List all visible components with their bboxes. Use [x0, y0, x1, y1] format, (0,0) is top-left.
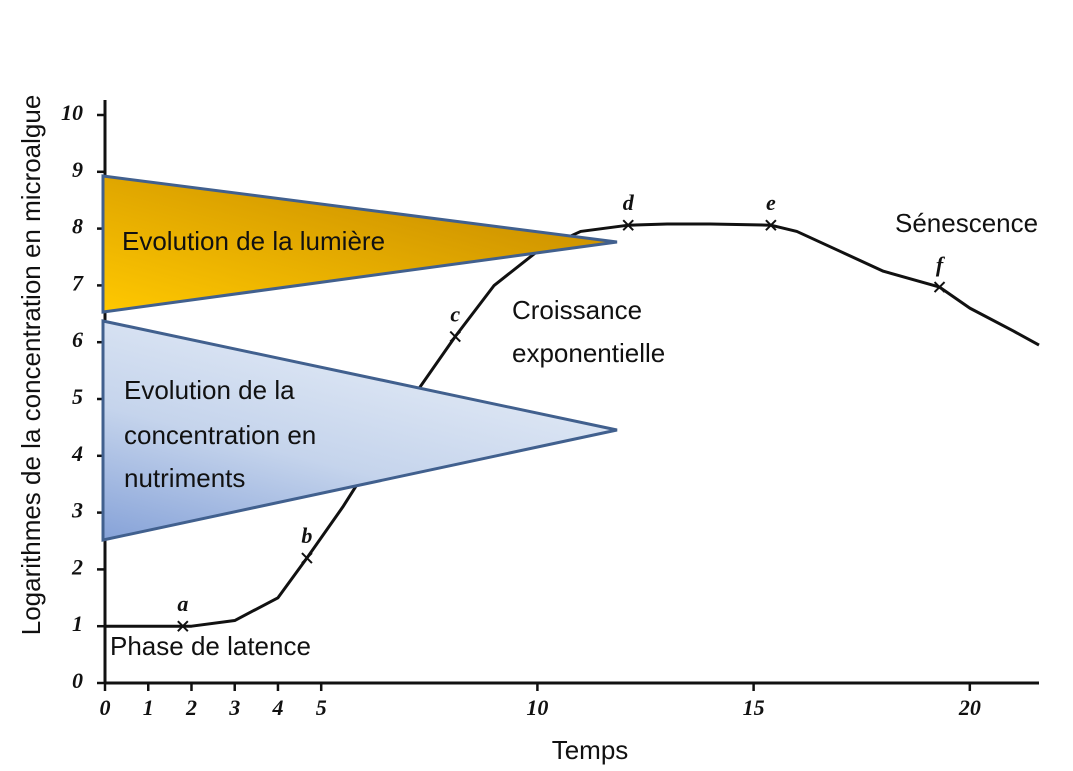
nutrients-label: nutriments: [124, 463, 245, 493]
point-marker: [177, 620, 189, 632]
point-marker: [301, 552, 313, 564]
nutrients-triangle: [101, 319, 618, 542]
point-label: d: [623, 190, 635, 215]
y-tick-label: 1: [72, 611, 83, 636]
x-tick-label: 10: [526, 695, 548, 720]
point-marker: [765, 219, 777, 231]
phase-label: exponentielle: [512, 338, 665, 368]
y-tick-label: 9: [72, 157, 83, 182]
x-tick-label: 3: [228, 695, 240, 720]
y-tick-label: 2: [71, 554, 83, 579]
point-label: b: [301, 523, 312, 548]
x-tick-label: 1: [143, 695, 154, 720]
point-marker: [449, 330, 461, 343]
x-tick-label: 5: [316, 695, 327, 720]
y-tick-label: 7: [72, 270, 84, 295]
y-tick-label: 4: [71, 441, 83, 466]
x-tick-label: 0: [100, 695, 111, 720]
light-triangle: [101, 174, 618, 314]
x-axis-label: Temps: [552, 735, 629, 765]
y-tick-label: 0: [72, 668, 83, 693]
point-marker: [933, 281, 946, 293]
point-marker: [622, 219, 634, 231]
x-tick-label: 4: [271, 695, 283, 720]
y-axis-label: Logarithmes de la concentration en micro…: [16, 95, 46, 636]
x-tick-label: 20: [958, 695, 981, 720]
x-tick-label: 2: [185, 695, 197, 720]
point-label: a: [177, 591, 188, 616]
x-tick-label: 15: [743, 695, 765, 720]
y-tick-label: 8: [72, 214, 83, 239]
light-label: Evolution de la lumière: [122, 226, 385, 256]
nutrients-label: Evolution de la: [124, 375, 295, 405]
phase-label: Phase de latence: [110, 631, 311, 661]
point-label: f: [936, 252, 946, 277]
phase-label: Sénescence: [895, 208, 1038, 238]
y-tick-label: 6: [72, 327, 83, 352]
nutrients-label: concentration en: [124, 420, 316, 450]
y-tick-label: 10: [61, 100, 83, 125]
y-tick-label: 3: [71, 498, 83, 523]
phase-label: Croissance: [512, 295, 642, 325]
y-tick-label: 5: [72, 384, 83, 409]
point-label: e: [766, 190, 776, 215]
point-label: c: [450, 302, 460, 327]
